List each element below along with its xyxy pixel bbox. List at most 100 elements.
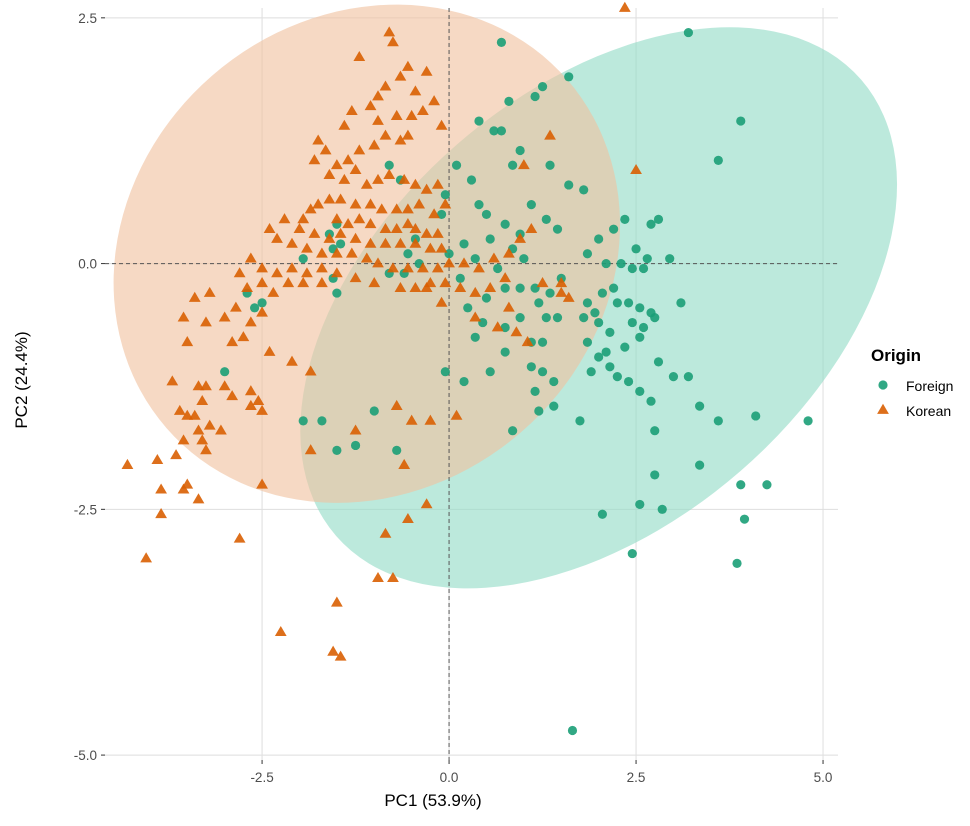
point-foreign-71 — [537, 337, 548, 347]
point-korean-121 — [491, 321, 504, 332]
point-korean-100 — [409, 281, 422, 293]
point-foreign-84 — [582, 249, 593, 259]
point-korean-11 — [345, 105, 358, 116]
confidence-ellipses — [113, 4, 898, 589]
point-foreign-81 — [549, 401, 559, 411]
point-foreign-86 — [609, 224, 619, 234]
point-foreign-57 — [515, 283, 525, 293]
point-foreign-28 — [526, 200, 536, 210]
point-foreign-122 — [646, 396, 656, 406]
point-korean-2 — [387, 36, 399, 47]
point-foreign-106 — [590, 308, 600, 318]
point-korean-118 — [420, 281, 433, 293]
point-korean-119 — [435, 296, 448, 307]
point-foreign-1 — [369, 406, 379, 416]
point-korean-91 — [503, 247, 515, 258]
point-foreign-118 — [612, 372, 622, 382]
point-korean-79 — [330, 247, 343, 258]
point-korean-21 — [379, 129, 392, 140]
point-foreign-64 — [470, 332, 480, 342]
point-foreign-144 — [567, 725, 578, 736]
point-korean-155 — [203, 419, 216, 430]
point-foreign-134 — [762, 480, 772, 490]
point-foreign-16 — [537, 82, 548, 92]
x-axis-title: PC1 (53.9%) — [384, 791, 481, 810]
y-tick-label-0: -5.0 — [74, 748, 97, 763]
point-foreign-113 — [638, 322, 649, 333]
point-korean-33 — [372, 173, 384, 184]
point-korean-101 — [394, 281, 407, 293]
point-korean-74 — [271, 232, 283, 243]
point-foreign-2 — [392, 445, 402, 455]
point-korean-139 — [263, 345, 276, 356]
point-foreign-99 — [609, 283, 619, 293]
point-korean-168 — [256, 478, 268, 489]
point-foreign-73 — [485, 367, 495, 377]
point-foreign-26 — [564, 180, 574, 190]
point-korean-78 — [316, 247, 328, 258]
point-foreign-132 — [650, 470, 660, 480]
legend-title: Origin — [871, 346, 921, 365]
point-korean-104 — [330, 267, 343, 278]
point-korean-6 — [394, 70, 407, 81]
point-foreign-29 — [508, 160, 518, 170]
point-korean-103 — [349, 272, 362, 283]
point-korean-51 — [297, 213, 310, 224]
series-korean — [121, 1, 642, 661]
point-foreign-137 — [657, 504, 667, 514]
point-foreign-74 — [459, 376, 469, 387]
point-korean-15 — [405, 109, 418, 120]
point-korean-94 — [499, 272, 512, 283]
point-korean-39 — [439, 198, 452, 209]
point-korean-81 — [360, 252, 373, 263]
point-korean-144 — [196, 395, 209, 406]
x-tick-label-1: 0.0 — [440, 770, 459, 785]
point-korean-147 — [226, 390, 239, 401]
point-korean-68 — [349, 232, 362, 243]
point-foreign-105 — [582, 298, 593, 308]
point-korean-57 — [390, 222, 403, 234]
point-foreign-75 — [440, 367, 450, 377]
point-foreign-93 — [638, 263, 649, 274]
point-foreign-3 — [332, 445, 342, 455]
point-foreign-9 — [249, 303, 260, 313]
point-korean-186 — [334, 650, 347, 661]
point-korean-160 — [177, 434, 190, 445]
y-tick-label-1: -2.5 — [74, 502, 97, 517]
point-korean-14 — [390, 109, 403, 120]
point-foreign-121 — [635, 386, 645, 396]
point-korean-161 — [170, 449, 182, 460]
point-korean-52 — [330, 213, 343, 224]
legend-key-korean — [877, 403, 889, 414]
point-korean-4 — [402, 60, 414, 71]
legend: Origin Foreign Korean — [871, 346, 953, 419]
point-korean-0 — [618, 1, 631, 12]
point-korean-13 — [372, 114, 384, 125]
point-korean-167 — [121, 458, 134, 469]
point-foreign-143 — [713, 155, 723, 165]
point-foreign-30 — [384, 160, 394, 170]
point-foreign-14 — [564, 72, 574, 82]
point-korean-97 — [454, 281, 467, 293]
point-korean-44 — [375, 203, 388, 214]
point-foreign-131 — [803, 416, 813, 426]
point-korean-154 — [173, 404, 186, 415]
point-korean-117 — [316, 277, 328, 288]
point-korean-32 — [360, 178, 373, 189]
point-korean-90 — [488, 252, 500, 263]
point-korean-27 — [312, 134, 325, 145]
point-korean-182 — [372, 571, 384, 582]
point-korean-64 — [409, 237, 422, 248]
point-foreign-85 — [594, 234, 604, 244]
point-korean-24 — [342, 154, 354, 165]
point-foreign-12 — [298, 254, 308, 264]
point-korean-166 — [192, 493, 205, 504]
point-korean-25 — [330, 159, 343, 170]
point-korean-83 — [387, 262, 399, 273]
point-foreign-107 — [594, 317, 604, 328]
point-foreign-140 — [732, 558, 742, 568]
point-foreign-39 — [500, 219, 510, 229]
point-korean-70 — [323, 232, 336, 243]
point-foreign-36 — [552, 224, 563, 234]
point-foreign-116 — [586, 367, 596, 377]
